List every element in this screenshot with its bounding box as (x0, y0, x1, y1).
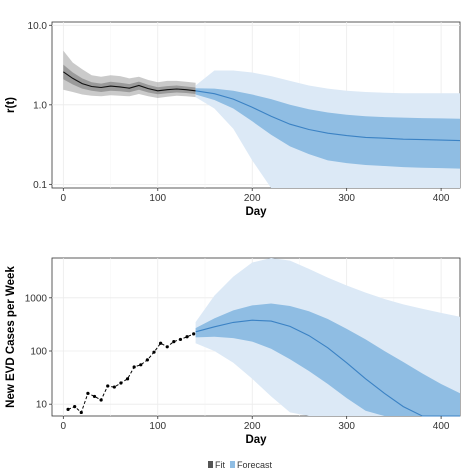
x-tick-label: 100 (149, 421, 166, 432)
observed-point (112, 385, 116, 389)
observed-point (165, 345, 169, 349)
y-axis-title-cases: New EVD Cases per Week (5, 266, 17, 408)
legend-swatch-forecast (230, 461, 235, 468)
x-tick-label: 400 (433, 193, 450, 204)
observed-point (66, 407, 70, 411)
lines-cases (66, 319, 460, 417)
legend-label-fit: Fit (215, 460, 225, 470)
x-axis-title-rt: Day (245, 206, 267, 218)
legend-label-forecast: Forecast (237, 460, 273, 470)
x-tick-label: 0 (61, 421, 67, 432)
median-line-forecast (195, 90, 461, 142)
panel-rt: 0 100 200 300 400 0.1 1.0 10.0 Day r(t) (5, 21, 461, 218)
y-tick-label: 0.1 (33, 180, 47, 191)
band50-forecast (195, 303, 460, 416)
x-axis-title-cases: Day (245, 434, 267, 446)
x-tick-label: 100 (149, 193, 166, 204)
observed-point (139, 363, 143, 367)
observed-point (178, 337, 183, 342)
y-axis-title-rt: r(t) (5, 97, 17, 113)
observed-point (192, 332, 196, 336)
observed-point (92, 394, 97, 399)
lines-rt (62, 71, 461, 142)
observed-point (159, 341, 163, 345)
y-ticks-cases: 10 100 1000 (25, 293, 52, 411)
observed-point (172, 340, 176, 344)
median-line-fit (62, 71, 196, 92)
x-tick-label: 300 (338, 421, 355, 432)
x-tick-label: 300 (338, 193, 355, 204)
observed-point (79, 410, 83, 415)
observed-point (132, 365, 136, 369)
x-ticks-rt: 0 100 200 300 400 (61, 188, 450, 204)
legend-swatch-fit (208, 461, 213, 468)
observed-point (145, 358, 149, 362)
x-tick-label: 400 (433, 421, 450, 432)
bands-cases (195, 258, 460, 416)
y-tick-label: 10.0 (28, 21, 48, 32)
observed-point (106, 384, 110, 388)
x-tick-label: 200 (244, 421, 261, 432)
observed-point (99, 398, 103, 402)
panel-cases: 0 100 200 300 400 10 100 1000 Day New EVD Case… (5, 257, 461, 446)
y-tick-label: 10 (36, 400, 48, 411)
observed-point (152, 350, 156, 354)
bands-rt (63, 50, 460, 188)
y-ticks-rt: 0.1 1.0 10.0 (28, 21, 52, 191)
observed-point (125, 377, 130, 381)
y-tick-label: 1.0 (33, 100, 47, 111)
observed-point (86, 391, 90, 395)
observed-point (73, 405, 77, 409)
legend: Fit Forecast (208, 460, 273, 470)
observed-point (119, 381, 123, 385)
observed-point (185, 335, 189, 339)
x-tick-label: 200 (244, 193, 261, 204)
x-tick-label: 0 (61, 193, 67, 204)
x-ticks-cases: 0 100 200 300 400 (61, 416, 450, 432)
band50-forecast (195, 88, 460, 169)
y-tick-label: 100 (30, 347, 47, 358)
y-tick-label: 1000 (25, 293, 48, 304)
median-line-forecast (195, 319, 460, 417)
